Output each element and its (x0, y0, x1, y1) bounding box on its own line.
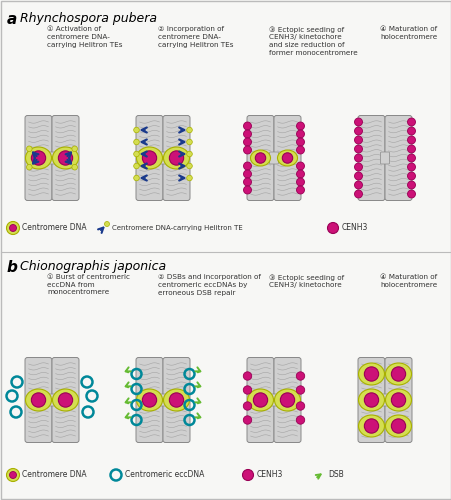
Circle shape (6, 468, 19, 481)
Circle shape (186, 127, 192, 133)
FancyBboxPatch shape (384, 358, 411, 442)
Circle shape (354, 145, 362, 153)
Circle shape (407, 181, 414, 189)
Text: Centromere DNA: Centromere DNA (22, 224, 87, 232)
Circle shape (133, 139, 139, 145)
FancyBboxPatch shape (273, 358, 300, 442)
Circle shape (354, 118, 362, 126)
Circle shape (243, 138, 251, 146)
Circle shape (407, 154, 414, 162)
Circle shape (243, 170, 251, 178)
Circle shape (142, 393, 156, 407)
Circle shape (282, 153, 292, 163)
Text: Centromere DNA: Centromere DNA (22, 470, 87, 480)
Circle shape (354, 136, 362, 144)
Ellipse shape (277, 150, 297, 166)
FancyBboxPatch shape (273, 116, 300, 200)
FancyBboxPatch shape (47, 152, 56, 164)
Circle shape (296, 372, 304, 380)
FancyBboxPatch shape (380, 152, 389, 164)
Circle shape (243, 146, 251, 154)
FancyBboxPatch shape (269, 394, 278, 406)
Text: ④ Maturation of
holocentromere: ④ Maturation of holocentromere (379, 274, 436, 288)
Ellipse shape (52, 147, 78, 169)
Ellipse shape (163, 147, 189, 169)
Ellipse shape (250, 150, 270, 166)
Ellipse shape (52, 389, 78, 411)
Text: ① Burst of centromeric
eccDNA from
monocentromere: ① Burst of centromeric eccDNA from monoc… (47, 274, 130, 295)
Text: Centromeric eccDNA: Centromeric eccDNA (125, 470, 204, 480)
Circle shape (243, 416, 251, 424)
Circle shape (133, 175, 139, 181)
Circle shape (186, 163, 192, 169)
Text: ③ Ectopic seeding of
CENH3/ kinetochore: ③ Ectopic seeding of CENH3/ kinetochore (268, 274, 343, 288)
Circle shape (296, 402, 304, 410)
Circle shape (327, 222, 338, 234)
Text: CENH3: CENH3 (257, 470, 283, 480)
Circle shape (186, 175, 192, 181)
Circle shape (364, 419, 378, 433)
Circle shape (354, 154, 362, 162)
Circle shape (354, 172, 362, 180)
Circle shape (354, 190, 362, 198)
Ellipse shape (358, 389, 384, 411)
Circle shape (243, 130, 251, 138)
Circle shape (407, 145, 414, 153)
Circle shape (243, 372, 251, 380)
FancyBboxPatch shape (158, 152, 167, 164)
Circle shape (364, 367, 378, 381)
Circle shape (31, 393, 46, 407)
Circle shape (296, 146, 304, 154)
Text: b: b (7, 260, 18, 275)
Circle shape (243, 122, 251, 130)
FancyBboxPatch shape (136, 358, 163, 442)
Circle shape (243, 178, 251, 186)
Circle shape (296, 170, 304, 178)
FancyBboxPatch shape (269, 152, 278, 164)
FancyBboxPatch shape (163, 116, 189, 200)
Text: ④ Maturation of
holocentromere: ④ Maturation of holocentromere (379, 26, 436, 40)
Circle shape (354, 163, 362, 171)
Ellipse shape (25, 389, 51, 411)
Circle shape (364, 393, 378, 407)
Circle shape (296, 186, 304, 194)
Circle shape (72, 164, 77, 170)
Circle shape (253, 393, 267, 407)
Text: ② Incorporation of
centromere DNA-
carrying Helitron TEs: ② Incorporation of centromere DNA- carry… (158, 26, 233, 48)
Circle shape (296, 130, 304, 138)
Circle shape (296, 178, 304, 186)
Circle shape (169, 151, 183, 165)
Ellipse shape (163, 389, 189, 411)
Text: Rhynchospora pubera: Rhynchospora pubera (20, 12, 156, 25)
Circle shape (169, 393, 183, 407)
Circle shape (133, 151, 139, 157)
Circle shape (407, 163, 414, 171)
Text: ③ Ectopic seeding of
CENH3/ kinetochore
and size reduction of
former monocentrom: ③ Ectopic seeding of CENH3/ kinetochore … (268, 26, 357, 56)
FancyBboxPatch shape (246, 116, 273, 200)
FancyBboxPatch shape (384, 116, 411, 200)
Circle shape (354, 181, 362, 189)
FancyBboxPatch shape (47, 394, 56, 406)
Ellipse shape (385, 389, 410, 411)
Circle shape (407, 127, 414, 135)
FancyBboxPatch shape (357, 116, 384, 200)
Ellipse shape (136, 147, 162, 169)
Ellipse shape (274, 389, 300, 411)
FancyBboxPatch shape (163, 358, 189, 442)
FancyBboxPatch shape (25, 116, 52, 200)
Ellipse shape (25, 147, 51, 169)
Circle shape (133, 163, 139, 169)
Ellipse shape (385, 363, 410, 385)
Circle shape (407, 172, 414, 180)
Circle shape (354, 127, 362, 135)
Circle shape (186, 139, 192, 145)
Circle shape (9, 224, 17, 232)
Ellipse shape (247, 389, 273, 411)
Circle shape (296, 138, 304, 146)
Circle shape (296, 122, 304, 130)
Text: ① Activation of
centromere DNA-
carrying Helitron TEs: ① Activation of centromere DNA- carrying… (47, 26, 122, 48)
FancyBboxPatch shape (52, 116, 79, 200)
FancyBboxPatch shape (136, 116, 163, 200)
Text: ② DSBs and incorporation of
centromeric eccDNAs by
erroneous DSB repair: ② DSBs and incorporation of centromeric … (158, 274, 260, 295)
